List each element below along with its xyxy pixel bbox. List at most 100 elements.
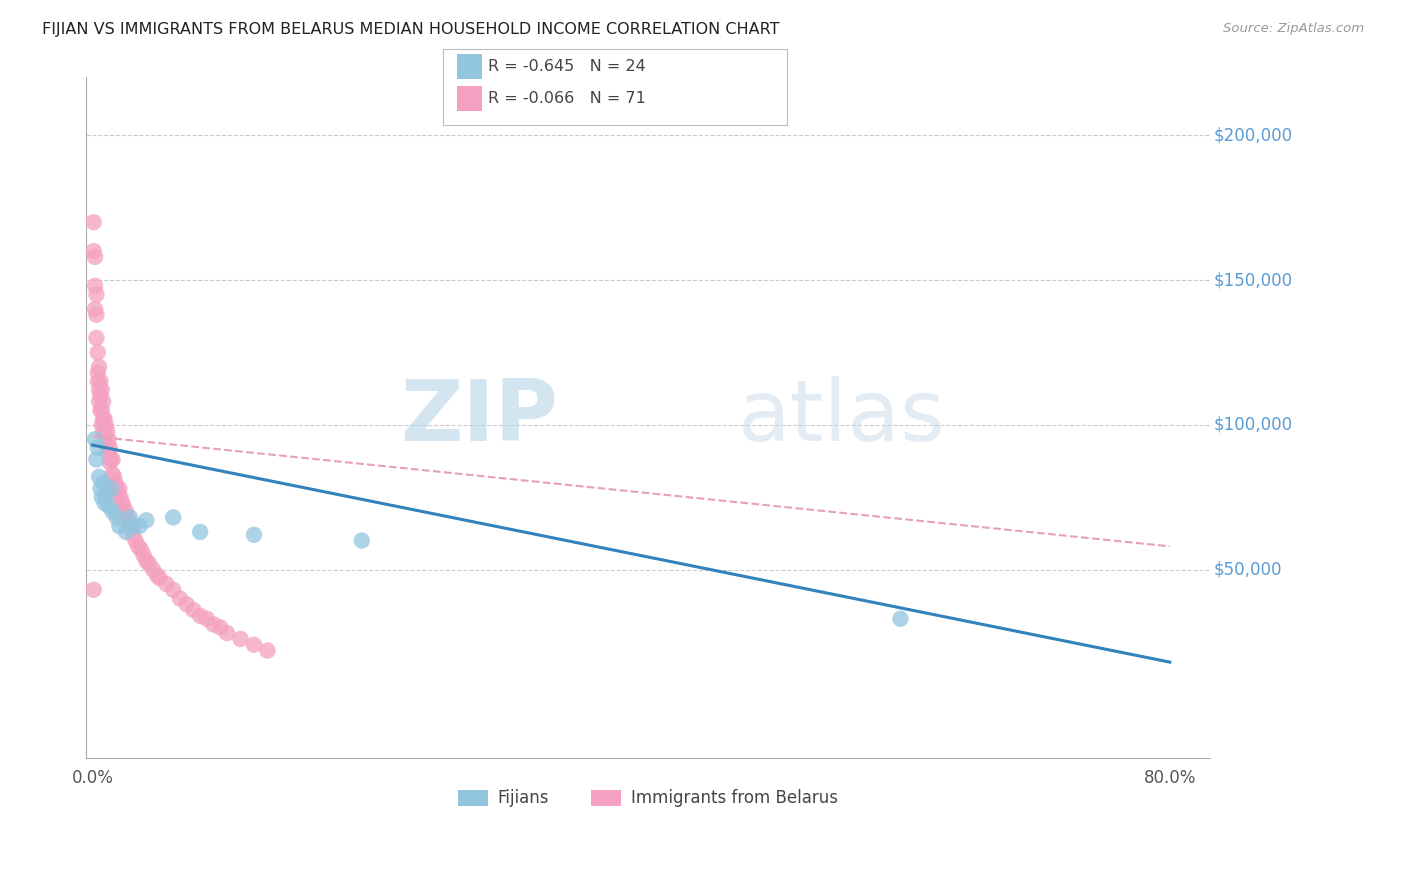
Text: R = -0.066   N = 71: R = -0.066 N = 71 xyxy=(488,91,645,105)
Point xyxy=(97,447,120,461)
Point xyxy=(83,215,105,229)
Point xyxy=(108,519,131,533)
Point xyxy=(195,612,218,626)
Text: R = -0.645   N = 24: R = -0.645 N = 24 xyxy=(488,60,645,74)
Point xyxy=(101,452,124,467)
Point xyxy=(202,617,225,632)
Text: ZIP: ZIP xyxy=(401,376,558,459)
Point xyxy=(188,608,211,623)
Point xyxy=(89,403,111,417)
Point xyxy=(101,505,124,519)
Text: FIJIAN VS IMMIGRANTS FROM BELARUS MEDIAN HOUSEHOLD INCOME CORRELATION CHART: FIJIAN VS IMMIGRANTS FROM BELARUS MEDIAN… xyxy=(42,22,780,37)
Point xyxy=(100,452,122,467)
Point xyxy=(89,389,111,403)
Point xyxy=(91,475,114,490)
Point xyxy=(98,441,121,455)
Point xyxy=(162,510,184,524)
Point xyxy=(86,308,108,322)
Point xyxy=(84,278,107,293)
Point xyxy=(112,499,135,513)
Point xyxy=(103,470,125,484)
Point xyxy=(176,597,198,611)
Point xyxy=(209,620,232,634)
Point xyxy=(110,490,132,504)
Point xyxy=(91,412,114,426)
Point xyxy=(97,499,120,513)
Point xyxy=(229,632,252,646)
Point xyxy=(105,482,128,496)
Point xyxy=(135,513,157,527)
Point xyxy=(90,490,112,504)
Point xyxy=(87,383,110,397)
Point xyxy=(128,519,150,533)
Point xyxy=(93,496,115,510)
Point xyxy=(350,533,373,548)
Point xyxy=(120,510,142,524)
Point xyxy=(97,432,120,446)
Point xyxy=(243,528,266,542)
Point xyxy=(117,510,139,524)
Point xyxy=(94,432,117,446)
Point xyxy=(101,467,124,481)
Point xyxy=(86,287,108,301)
Point xyxy=(129,542,152,557)
Point xyxy=(127,539,149,553)
Point xyxy=(104,475,127,490)
Point xyxy=(188,524,211,539)
Point xyxy=(121,519,143,533)
Point xyxy=(124,533,146,548)
Point xyxy=(243,638,266,652)
Point xyxy=(90,383,112,397)
Text: atlas: atlas xyxy=(738,376,946,459)
Point xyxy=(91,424,114,438)
Point xyxy=(89,482,111,496)
Point xyxy=(87,441,110,455)
Text: $200,000: $200,000 xyxy=(1213,127,1292,145)
Point xyxy=(100,482,122,496)
Point xyxy=(142,562,165,576)
Point xyxy=(84,250,107,264)
Point xyxy=(94,417,117,432)
Point xyxy=(111,496,134,510)
Text: $100,000: $100,000 xyxy=(1213,416,1292,434)
Point xyxy=(132,548,155,562)
Point xyxy=(115,505,138,519)
Point xyxy=(169,591,191,606)
Point xyxy=(87,345,110,359)
Point xyxy=(87,394,110,409)
Point xyxy=(91,394,114,409)
Point xyxy=(149,571,172,585)
Text: Source: ZipAtlas.com: Source: ZipAtlas.com xyxy=(1223,22,1364,36)
Point xyxy=(84,301,107,316)
Point xyxy=(90,417,112,432)
Point xyxy=(96,441,118,455)
Point xyxy=(121,528,143,542)
Point xyxy=(83,582,105,597)
Legend: Fijians, Immigrants from Belarus: Fijians, Immigrants from Belarus xyxy=(451,782,845,814)
Point xyxy=(183,603,205,617)
Point xyxy=(96,424,118,438)
Point xyxy=(87,375,110,389)
Point xyxy=(107,487,129,501)
Point xyxy=(215,626,238,640)
Point xyxy=(86,331,108,345)
Point xyxy=(83,244,105,259)
Point xyxy=(162,582,184,597)
Point xyxy=(86,452,108,467)
Point xyxy=(105,510,128,524)
Point xyxy=(89,375,111,389)
Point xyxy=(87,359,110,374)
Point xyxy=(108,482,131,496)
Point xyxy=(90,403,112,417)
Point xyxy=(87,366,110,380)
Point xyxy=(146,568,169,582)
Point xyxy=(138,557,160,571)
Text: $150,000: $150,000 xyxy=(1213,271,1292,289)
Point xyxy=(115,524,138,539)
Point xyxy=(93,412,115,426)
Point xyxy=(120,519,142,533)
Point xyxy=(155,577,177,591)
Text: $50,000: $50,000 xyxy=(1213,560,1282,579)
Point xyxy=(135,554,157,568)
Point xyxy=(93,426,115,441)
